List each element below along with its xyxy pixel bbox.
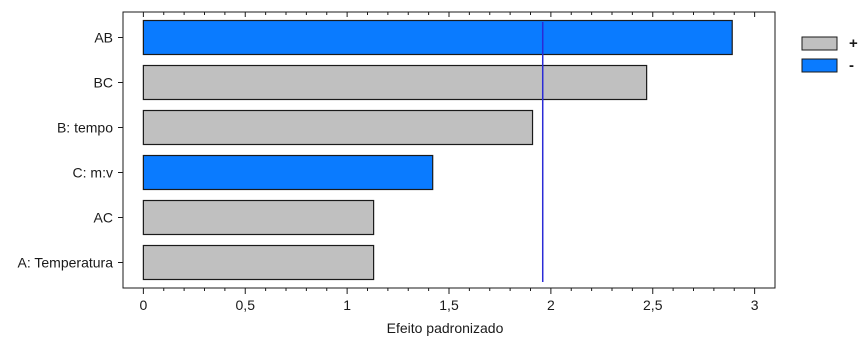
category-label: C: m:v xyxy=(73,165,113,181)
legend-swatch xyxy=(801,58,838,73)
x-tick-label: 0 xyxy=(139,297,147,313)
x-tick-label: 2,5 xyxy=(643,297,663,313)
x-tick-label: 1,5 xyxy=(439,297,459,313)
x-axis-label: Efeito padronizado xyxy=(387,320,504,336)
x-tick-label: 0,5 xyxy=(236,297,256,313)
bar-b-tempo xyxy=(142,109,534,146)
legend-swatch xyxy=(801,36,838,51)
axes: 0 0,5 1 1,5 2 2,5 3 xyxy=(118,11,776,313)
category-label: B: tempo xyxy=(57,120,113,136)
x-tick-label: 3 xyxy=(751,297,759,313)
legend-label: + xyxy=(849,35,858,52)
bar-c-m-v xyxy=(142,154,434,191)
legend: +- xyxy=(801,35,858,74)
x-tick-label: 1 xyxy=(343,297,351,313)
x-tick-label: 2 xyxy=(547,297,555,313)
category-label: AC xyxy=(94,210,113,226)
category-label: BC xyxy=(94,75,113,91)
legend-label: - xyxy=(849,57,854,74)
bar-a-temperatura xyxy=(142,244,375,281)
bar-ab xyxy=(142,19,733,56)
category-label: AB xyxy=(94,30,113,46)
category-label: A: Temperatura xyxy=(18,255,114,271)
category-labels: AB BC B: tempo C: m:v AC A: Temperatura xyxy=(18,30,114,271)
bar-bc xyxy=(142,64,648,101)
bar-ac xyxy=(142,199,375,236)
bars xyxy=(142,19,733,281)
